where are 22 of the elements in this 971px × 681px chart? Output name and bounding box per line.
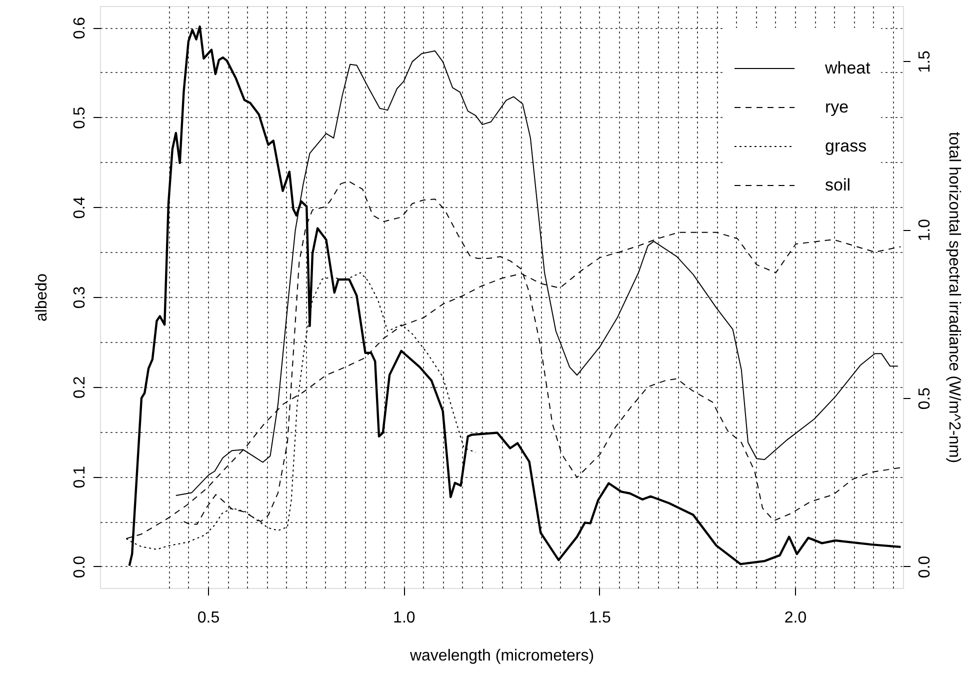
- y-tick-label: 0.5: [72, 106, 88, 129]
- y-tick-label: 0.0: [72, 556, 88, 578]
- y-axis-title: albedo: [34, 273, 50, 322]
- legend-label: soil: [825, 176, 851, 194]
- y2-tick-label: 1.5: [916, 50, 934, 73]
- x-tick-label: 1.0: [393, 610, 416, 626]
- y-tick-label: 0.1: [72, 466, 88, 488]
- y-tick-label: 0.2: [72, 376, 88, 398]
- y-tick-label: 0.4: [72, 196, 88, 219]
- legend-label: grass: [825, 136, 867, 156]
- x-tick-label: 1.5: [588, 610, 612, 626]
- legend-label: wheat: [824, 58, 871, 78]
- y2-tick-label: 0.5: [916, 387, 934, 410]
- y2-tick-label: 0.0: [916, 556, 934, 578]
- legend-label: rye: [825, 98, 849, 116]
- x-tick-label: 2.0: [784, 610, 807, 626]
- y2-tick-label: 1.0: [916, 218, 934, 242]
- y2-axis-title: total horizontal spectral irradiance (W/m^2-nm): [946, 132, 962, 464]
- x-axis-title: wavelength (micrometers): [408, 648, 594, 664]
- x-tick-label: 0.5: [197, 610, 220, 626]
- y-tick-label: 0.3: [72, 286, 88, 309]
- y-tick-label: 0.6: [72, 16, 88, 40]
